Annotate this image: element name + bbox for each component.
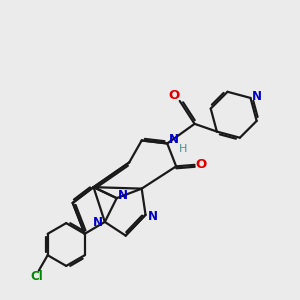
Text: N: N: [93, 216, 103, 229]
Text: N: N: [118, 189, 128, 202]
Text: Cl: Cl: [31, 269, 44, 283]
Text: N: N: [251, 90, 261, 103]
Text: H: H: [178, 144, 187, 154]
Text: N: N: [148, 210, 158, 223]
Text: N: N: [169, 134, 179, 146]
Text: O: O: [195, 158, 206, 171]
Text: O: O: [169, 88, 180, 101]
